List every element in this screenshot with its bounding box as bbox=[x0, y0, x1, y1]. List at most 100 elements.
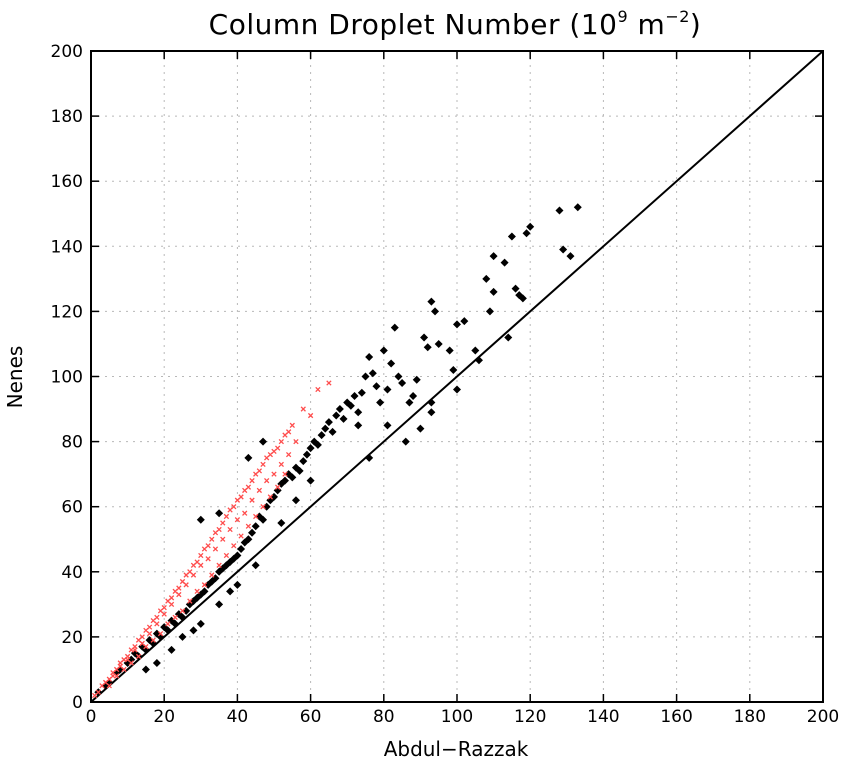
data-point bbox=[332, 411, 341, 420]
data-point bbox=[295, 466, 304, 475]
data-point bbox=[220, 536, 226, 542]
data-point bbox=[212, 546, 219, 552]
y-tick-label: 80 bbox=[61, 433, 83, 453]
chart-title-unit: m bbox=[628, 8, 665, 41]
data-point bbox=[178, 613, 187, 622]
data-point bbox=[245, 484, 252, 490]
data-point bbox=[163, 626, 172, 635]
y-tick-label: 40 bbox=[61, 563, 83, 583]
data-point bbox=[383, 385, 392, 394]
x-tick-label: 200 bbox=[807, 707, 839, 727]
data-point bbox=[324, 418, 333, 427]
data-point bbox=[251, 561, 260, 570]
data-point bbox=[460, 317, 469, 326]
data-point bbox=[365, 352, 374, 361]
y-axis-ticks: 0 20 40 60 80 100 120 140 160 180 200 bbox=[51, 42, 823, 713]
data-point bbox=[216, 562, 222, 568]
y-tick-label: 120 bbox=[51, 302, 83, 322]
one-to-one-line bbox=[90, 50, 824, 703]
data-point bbox=[178, 632, 187, 641]
data-point bbox=[231, 504, 237, 510]
data-point bbox=[280, 476, 289, 485]
data-point bbox=[504, 333, 513, 342]
data-point bbox=[161, 604, 167, 611]
data-point bbox=[95, 689, 101, 695]
data-point bbox=[423, 343, 432, 352]
data-point bbox=[277, 518, 286, 527]
data-point bbox=[394, 372, 403, 381]
x-axis-label: Abdul−Razzak bbox=[384, 737, 529, 761]
data-point bbox=[302, 450, 311, 459]
data-point bbox=[168, 595, 175, 601]
data-point bbox=[172, 614, 178, 621]
data-point bbox=[300, 406, 306, 412]
x-tick-label: 120 bbox=[514, 707, 546, 727]
data-point bbox=[335, 405, 344, 414]
data-point bbox=[522, 229, 531, 238]
data-point bbox=[416, 424, 425, 433]
data-point bbox=[278, 461, 284, 468]
data-point bbox=[216, 526, 222, 533]
data-point bbox=[237, 545, 246, 554]
data-point bbox=[445, 346, 454, 355]
data-point bbox=[361, 372, 370, 381]
y-tick-label: 0 bbox=[72, 693, 83, 713]
x-tick-label: 60 bbox=[300, 707, 322, 727]
data-point bbox=[168, 601, 175, 608]
data-point bbox=[275, 445, 281, 451]
data-point bbox=[412, 375, 421, 384]
data-point bbox=[289, 422, 295, 428]
data-point bbox=[559, 245, 568, 254]
data-point bbox=[176, 585, 182, 591]
data-point bbox=[200, 587, 209, 596]
series-1 bbox=[94, 203, 582, 697]
data-point bbox=[249, 497, 255, 503]
y-tick-label: 60 bbox=[61, 498, 83, 518]
data-point bbox=[500, 258, 509, 267]
data-point bbox=[152, 658, 161, 667]
data-point bbox=[354, 408, 363, 417]
x-tick-label: 100 bbox=[441, 707, 473, 727]
data-point bbox=[299, 457, 308, 466]
data-point bbox=[201, 582, 208, 588]
data-point bbox=[183, 582, 189, 588]
data-point bbox=[427, 408, 436, 417]
data-point bbox=[285, 451, 292, 458]
data-point bbox=[518, 294, 527, 303]
data-point bbox=[401, 437, 410, 446]
data-point bbox=[190, 572, 197, 578]
data-point bbox=[251, 522, 260, 531]
data-point bbox=[368, 369, 377, 378]
data-point bbox=[154, 614, 160, 621]
data-point bbox=[350, 392, 359, 401]
data-point bbox=[420, 333, 429, 342]
data-point bbox=[307, 412, 314, 419]
data-point bbox=[271, 471, 277, 477]
data-point bbox=[249, 478, 255, 484]
data-point bbox=[288, 473, 297, 482]
data-point bbox=[106, 683, 112, 689]
data-point bbox=[313, 440, 322, 449]
data-point bbox=[150, 637, 156, 643]
data-point bbox=[379, 346, 388, 355]
data-point bbox=[291, 496, 300, 505]
data-point bbox=[209, 536, 215, 542]
data-point bbox=[139, 634, 145, 640]
y-tick-label: 20 bbox=[61, 628, 83, 648]
data-point bbox=[220, 520, 226, 526]
x-tick-label: 40 bbox=[227, 707, 249, 727]
data-point bbox=[482, 274, 491, 283]
data-point bbox=[256, 468, 263, 474]
data-point bbox=[146, 630, 153, 637]
data-point bbox=[489, 252, 498, 261]
data-point bbox=[453, 320, 461, 329]
data-point bbox=[365, 453, 374, 462]
data-point bbox=[135, 653, 142, 660]
data-point bbox=[357, 388, 366, 397]
data-point bbox=[233, 551, 242, 560]
data-point bbox=[198, 552, 204, 559]
data-point bbox=[507, 232, 516, 241]
data-point bbox=[474, 356, 483, 365]
data-point bbox=[124, 657, 131, 663]
